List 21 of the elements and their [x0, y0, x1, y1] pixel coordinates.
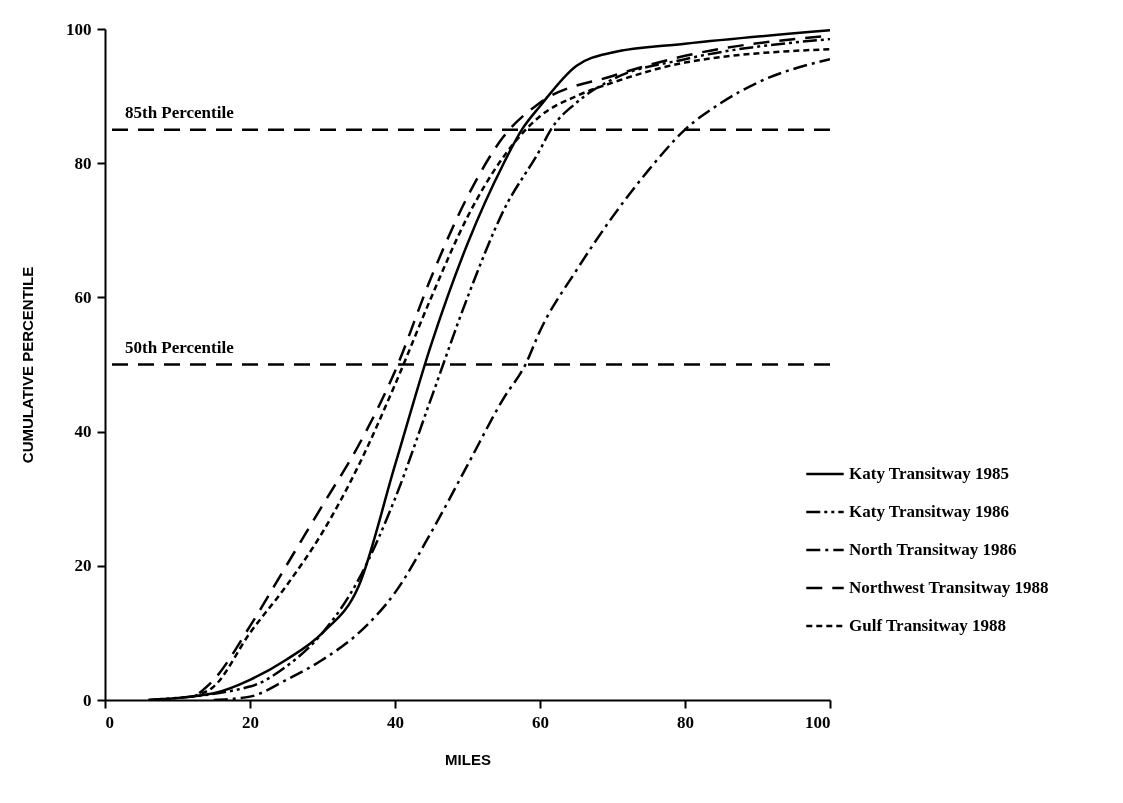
y-tick-label: 40	[74, 422, 92, 442]
y-tick-label: 80	[74, 153, 92, 173]
legend-label: Gulf Transitway 1988	[849, 616, 1007, 635]
ref-line-label: 50th Percentile	[125, 337, 235, 357]
x-tick-label: 80	[677, 712, 694, 732]
x-tick-label: 60	[532, 712, 549, 732]
x-tick-label: 0	[105, 712, 114, 732]
y-tick-label: 100	[66, 19, 92, 39]
legend-label: Katy Transitway 1986	[849, 502, 1009, 521]
x-tick-label: 40	[387, 712, 404, 732]
y-tick-label: 20	[74, 556, 92, 576]
legend-label: North Transitway 1986	[849, 540, 1017, 559]
y-axis-title: CUMULATIVE PERCENTILE	[19, 266, 36, 464]
legend-label: Katy Transitway 1985	[849, 464, 1009, 483]
y-tick-label: 0	[83, 690, 92, 710]
x-tick-label: 20	[242, 712, 259, 732]
legend-label: Northwest Transitway 1988	[849, 578, 1049, 597]
y-tick-label: 60	[74, 287, 92, 307]
x-tick-label: 100	[805, 712, 831, 732]
x-axis-title: MILES	[445, 750, 491, 768]
ref-line-label: 85th Percentile	[125, 102, 235, 122]
